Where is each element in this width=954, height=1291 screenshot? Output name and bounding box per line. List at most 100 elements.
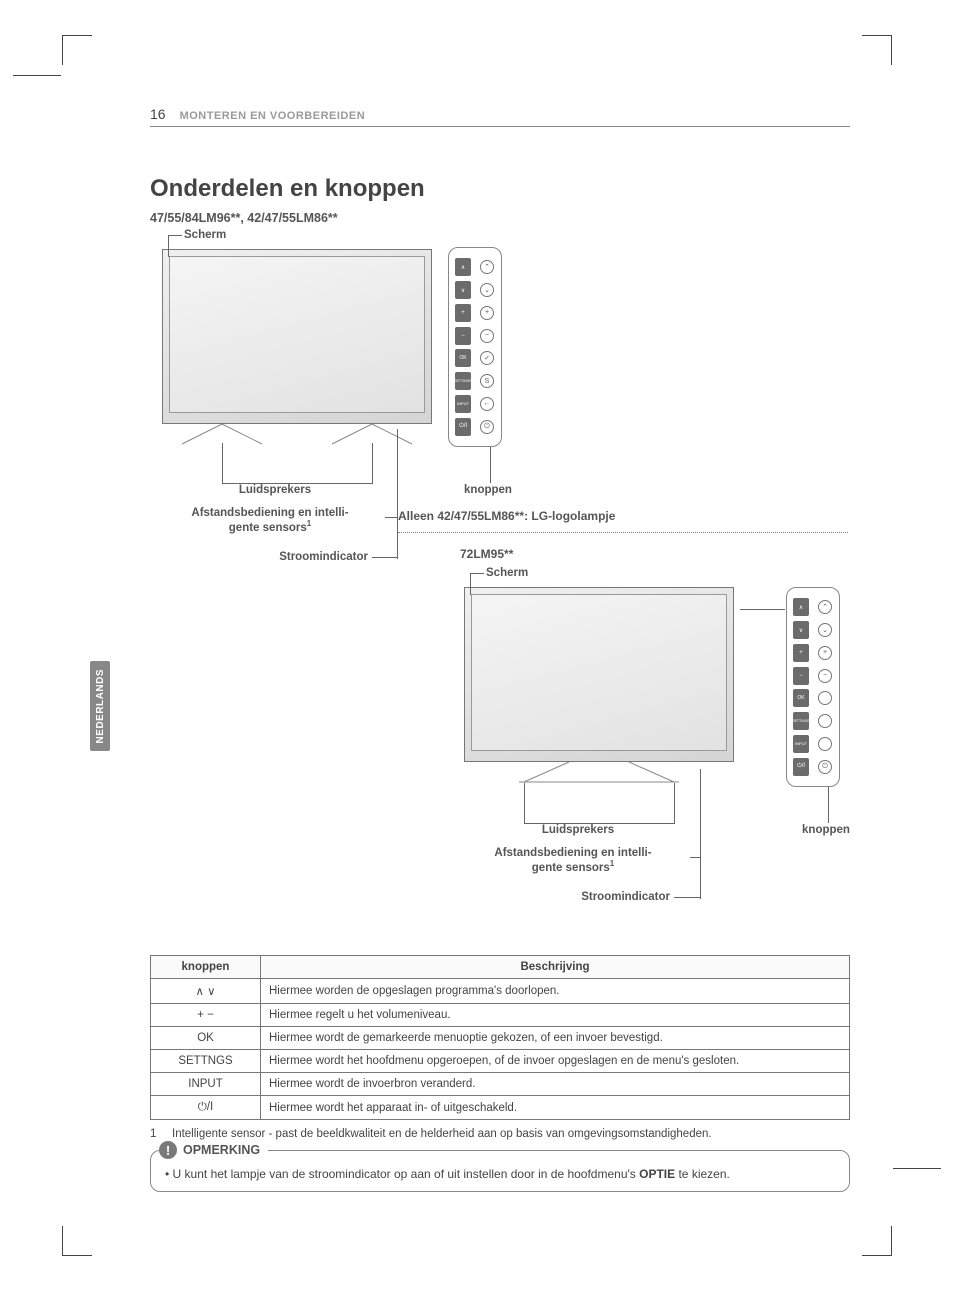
callout-line (372, 443, 373, 483)
button-column-labels: ∧ ∨ + − OK SETTINGS INPUT ⏻/I (455, 256, 471, 438)
btn-input: INPUT (793, 735, 809, 753)
btn-power: ⏻/I (455, 418, 471, 436)
table-row: INPUTHiermee wordt de invoerbron verande… (151, 1073, 850, 1096)
tv-stand-svg (162, 424, 432, 454)
circle-minus: − (480, 329, 494, 343)
btn-plus: + (793, 644, 809, 662)
circle-up: ⌃ (480, 260, 494, 274)
table-cell-key: ∧ ∨ (151, 979, 261, 1004)
callout-line (168, 235, 182, 236)
info-icon: ! (159, 1141, 177, 1159)
sensors2-line2: gente sensors (532, 862, 610, 874)
header-title: MONTEREN EN VOORBEREIDEN (180, 110, 366, 122)
button-column-icons-2: ⌃ ⌄ + − ⏻ (817, 596, 833, 778)
button-column-icons: ⌃ ⌄ + − ✓ S ← ⏻ (479, 256, 495, 438)
tv-illustration-2 (464, 587, 734, 762)
table-row: ∧ ∨Hiermee worden de opgeslagen programm… (151, 979, 850, 1004)
callout-line (168, 235, 169, 257)
sensors-line2: gente sensors (229, 522, 307, 534)
section-heading: Onderdelen en knoppen (150, 175, 850, 203)
note-box: ! OPMERKING U kunt het lampje van de str… (150, 1150, 850, 1192)
tv-stand-svg-2 (464, 762, 734, 792)
btn-settings: SETTINGS (793, 712, 809, 730)
crop-tick (13, 75, 61, 76)
language-tab-label: NEDERLANDS (95, 669, 106, 743)
table-cell-key: + − (151, 1004, 261, 1027)
diagram2-model: 72LM95** (460, 547, 513, 561)
page-content: 16 MONTEREN EN VOORBEREIDEN Onderdelen e… (150, 106, 850, 1192)
callout-stroomindicator-2: Stroomindicator (550, 891, 670, 903)
circle-plus: + (480, 306, 494, 320)
callout-stroomindicator: Stroomindicator (248, 551, 368, 563)
btn-ok: OK (793, 689, 809, 707)
callout-line (674, 783, 675, 823)
th-beschrijving: Beschrijving (261, 956, 850, 979)
callout-line (470, 573, 484, 574)
note-text-bold: OPTIE (639, 1167, 675, 1181)
footnote-text: Intelligente sensor - past de beeldkwali… (172, 1128, 712, 1140)
callout-line (385, 517, 397, 518)
table-cell-key: INPUT (151, 1073, 261, 1096)
callout-line (674, 897, 700, 898)
callout-line (490, 447, 491, 483)
table-cell-desc: Hiermee wordt het apparaat in- of uitges… (261, 1096, 850, 1120)
btn-up: ∧ (793, 598, 809, 616)
circle-ok (818, 691, 832, 705)
sensors-line1: Afstandsbediening en intelli- (191, 507, 348, 519)
table-row: ⏻/IHiermee wordt het apparaat in- of uit… (151, 1096, 850, 1120)
callout-line (524, 823, 675, 824)
table-cell-key: OK (151, 1027, 261, 1050)
separator-dotline (398, 532, 848, 533)
btn-minus: − (455, 327, 471, 345)
table-cell-key: ⏻/I (151, 1096, 261, 1120)
callout-sensors: Afstandsbediening en intelli- gente sens… (155, 507, 385, 534)
callout-line (524, 783, 525, 823)
tv-screen (169, 256, 425, 413)
table-cell-key: SETTNGS (151, 1050, 261, 1073)
callout-line (470, 573, 471, 595)
callout-sensors-2: Afstandsbediening en intelli- gente sens… (458, 847, 688, 874)
callout-line (700, 769, 701, 899)
sensors2-line1: Afstandsbediening en intelli- (494, 847, 651, 859)
crop-mark (62, 35, 92, 65)
btn-ok: OK (455, 349, 471, 367)
btn-down: ∨ (793, 621, 809, 639)
th-knoppen: knoppen (151, 956, 261, 979)
callout-line (397, 429, 398, 559)
diagram-area: Scherm Luidsprekers Afstandsbediening en… (150, 229, 850, 949)
sensors2-sup: 1 (610, 859, 614, 868)
footnote: 1 Intelligente sensor - past de beeldkwa… (150, 1128, 850, 1140)
callout-scherm: Scherm (184, 229, 226, 241)
btn-input: INPUT (455, 395, 471, 413)
table-row: OKHiermee wordt de gemarkeerde menuoptie… (151, 1027, 850, 1050)
page-number: 16 (150, 106, 166, 122)
callout-line (222, 443, 223, 483)
table-cell-desc: Hiermee wordt de gemarkeerde menuoptie g… (261, 1027, 850, 1050)
table-cell-desc: Hiermee worden de opgeslagen programma's… (261, 979, 850, 1004)
page-header: 16 MONTEREN EN VOORBEREIDEN (150, 106, 850, 127)
callout-line (828, 787, 829, 823)
table-row: + −Hiermee regelt u het volumeniveau. (151, 1004, 850, 1027)
callout-luidsprekers-2: Luidsprekers (518, 824, 638, 836)
crop-mark (862, 1226, 892, 1256)
tv-illustration (162, 249, 432, 424)
note-title: OPMERKING (183, 1143, 260, 1157)
note-text-pre: U kunt het lampje van de stroomindicator… (173, 1167, 640, 1181)
callout-line (690, 857, 700, 858)
table-cell-desc: Hiermee wordt het hoofdmenu opgeroepen, … (261, 1050, 850, 1073)
table-row: SETTNGSHiermee wordt het hoofdmenu opger… (151, 1050, 850, 1073)
button-panel: ∧ ∨ + − OK SETTINGS INPUT ⏻/I ⌃ ⌄ + − ✓ … (448, 247, 502, 447)
btn-plus: + (455, 304, 471, 322)
callout-knoppen-2: knoppen (786, 824, 866, 836)
table-cell-desc: Hiermee wordt de invoerbron veranderd. (261, 1073, 850, 1096)
circle-minus: − (818, 669, 832, 683)
btn-down: ∨ (455, 281, 471, 299)
callout-luidsprekers: Luidsprekers (215, 484, 335, 496)
callout-scherm-2: Scherm (486, 567, 528, 579)
sensors-sup: 1 (307, 519, 311, 528)
circle-down: ⌄ (480, 283, 494, 297)
note-text-post: te kiezen. (675, 1167, 730, 1181)
crop-mark (862, 35, 892, 65)
button-panel-2: ∧ ∨ + − OK SETTINGS INPUT ⏻/I ⌃ ⌄ + − ⏻ (786, 587, 840, 787)
btn-minus: − (793, 667, 809, 685)
